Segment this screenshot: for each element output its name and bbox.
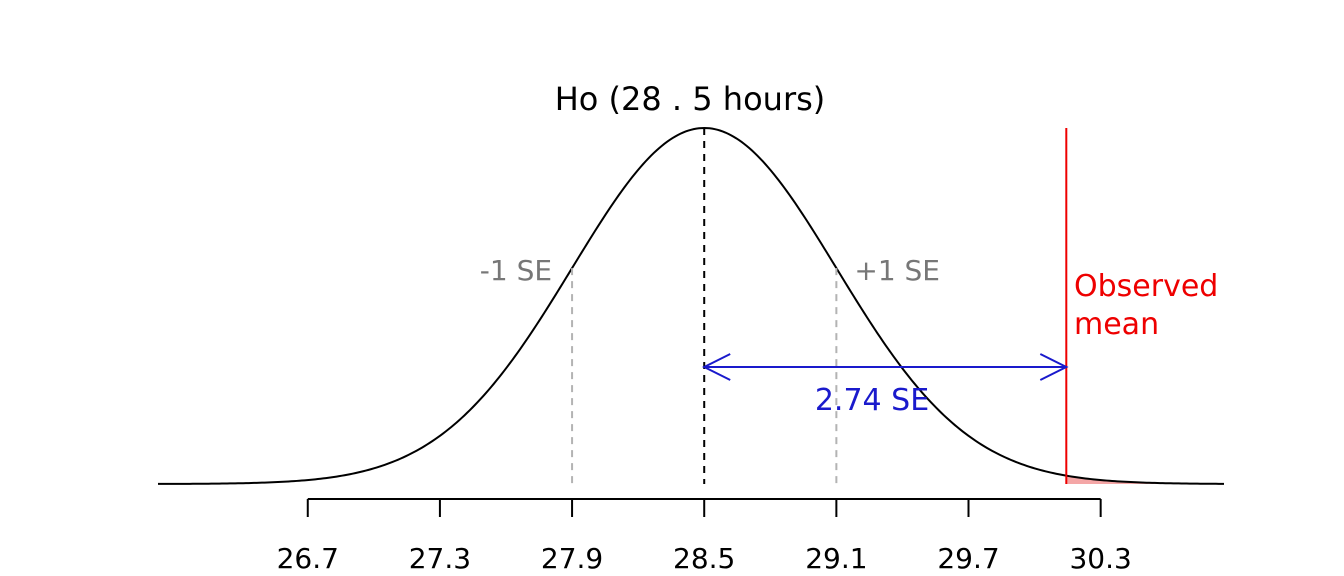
- x-tick-label: 29.1: [805, 542, 867, 575]
- x-tick-label: 26.7: [277, 542, 339, 575]
- distance-arrow: [701, 353, 1069, 381]
- arrow-head-right: [1039, 353, 1069, 381]
- density-curve: [157, 126, 1225, 485]
- x-tick-label: 28.5: [673, 542, 735, 575]
- observed-mean-label-line1: Observed: [1074, 269, 1218, 304]
- se-lines: -1 SE +1 SE: [480, 254, 940, 484]
- chart-title: Ho (28 . 5 hours): [555, 80, 826, 118]
- se-label: -1 SE: [480, 254, 552, 287]
- tail-area: [1066, 475, 1224, 484]
- x-tick-label: 27.9: [541, 542, 603, 575]
- x-tick-label: 29.7: [937, 542, 999, 575]
- arrow-head-left: [701, 353, 731, 381]
- distance-label: 2.74 SE: [815, 383, 929, 418]
- observed-mean-label-line2: mean: [1074, 307, 1159, 342]
- x-axis: 26.7 27.3 27.9 28.5 29.1 29.7 30.3: [277, 498, 1132, 575]
- se-label: +1 SE: [854, 254, 940, 287]
- x-tick-label: 27.3: [409, 542, 471, 575]
- x-tick-label: 30.3: [1069, 542, 1131, 575]
